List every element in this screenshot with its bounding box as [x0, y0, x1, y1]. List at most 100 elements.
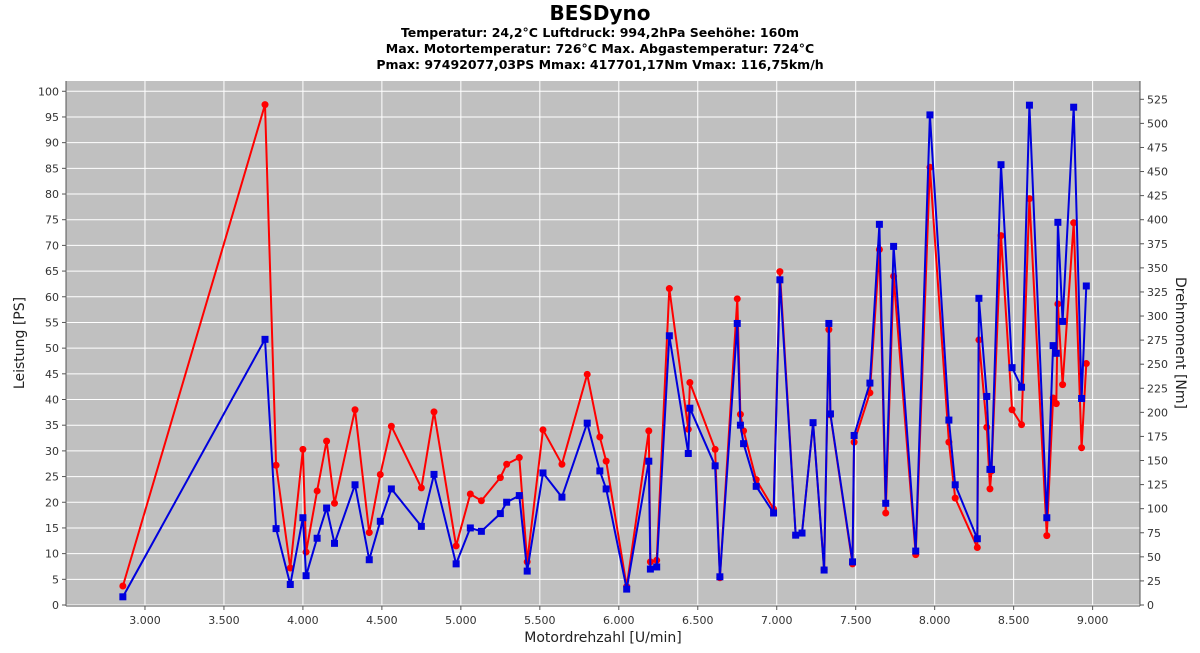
power-point	[645, 427, 653, 435]
power-point	[1052, 400, 1060, 408]
y-tick-label-right: 325	[1147, 286, 1168, 299]
torque-point	[430, 470, 438, 478]
power-point	[417, 484, 425, 492]
power-point	[596, 433, 604, 441]
power-point	[1059, 381, 1067, 389]
torque-point	[376, 517, 384, 525]
torque-point	[684, 449, 692, 457]
torque-point	[452, 560, 460, 568]
power-point	[286, 564, 294, 572]
y-tick-label-left: 90	[45, 137, 59, 150]
torque-point	[623, 585, 631, 593]
y-tick-label-left: 95	[45, 111, 59, 124]
torque-point	[1008, 364, 1016, 372]
y-tick-label-left: 35	[45, 419, 59, 432]
x-tick-label: 5.000	[445, 614, 477, 627]
torque-point	[752, 482, 760, 490]
power-point	[665, 285, 673, 293]
torque-point	[477, 527, 485, 535]
x-tick-label: 9.000	[1077, 614, 1109, 627]
torque-point	[849, 558, 857, 566]
torque-point	[387, 485, 395, 493]
torque-point	[286, 580, 294, 588]
power-point	[1018, 421, 1026, 429]
torque-point	[653, 563, 661, 571]
y-tick-label-right: 175	[1147, 430, 1168, 443]
y-tick-label-right: 100	[1147, 503, 1168, 516]
torque-point	[826, 410, 834, 418]
y-tick-label-left: 85	[45, 162, 59, 175]
power-point	[323, 437, 331, 445]
y-axis-label-right: Drehmoment [Nm]	[1172, 277, 1188, 409]
power-point	[430, 408, 438, 416]
x-tick-label: 3.000	[129, 614, 161, 627]
torque-point	[645, 457, 653, 465]
torque-point	[983, 392, 991, 400]
torque-point	[583, 419, 591, 427]
torque-point	[1025, 101, 1033, 109]
y-tick-label-left: 25	[45, 471, 59, 484]
torque-point	[299, 514, 307, 522]
y-tick-label-right: 75	[1147, 527, 1161, 540]
torque-point	[951, 481, 959, 489]
power-point	[1082, 360, 1090, 368]
y-tick-label-right: 125	[1147, 479, 1168, 492]
torque-point	[740, 440, 748, 448]
y-tick-label-left: 40	[45, 394, 59, 407]
power-point	[602, 457, 610, 465]
power-point	[365, 529, 373, 537]
x-tick-label: 3.500	[208, 614, 240, 627]
torque-point	[365, 556, 373, 564]
power-point	[1043, 532, 1051, 540]
torque-point	[1059, 317, 1067, 325]
y-tick-label-left: 70	[45, 239, 59, 252]
y-tick-label-left: 5	[52, 573, 59, 586]
power-point	[331, 499, 338, 507]
torque-point	[417, 522, 425, 530]
y-tick-label-right: 275	[1147, 334, 1168, 347]
y-tick-label-left: 20	[45, 496, 59, 509]
torque-point	[1082, 282, 1090, 290]
torque-point	[866, 379, 874, 387]
power-point	[558, 460, 566, 468]
y-tick-label-right: 525	[1147, 93, 1168, 106]
y-tick-label-left: 15	[45, 522, 59, 535]
power-point	[376, 471, 384, 479]
torque-point	[1049, 342, 1057, 350]
torque-point	[1054, 218, 1062, 226]
power-point	[583, 370, 591, 378]
power-point	[119, 582, 127, 590]
power-point	[973, 543, 981, 551]
power-point	[496, 474, 504, 482]
y-tick-label-left: 50	[45, 342, 59, 355]
torque-point	[596, 467, 604, 475]
torque-point	[539, 469, 547, 477]
power-point	[302, 548, 310, 556]
torque-point	[875, 220, 883, 228]
chart-titles: BESDyno Temperatur: 24,2°C Luftdruck: 99…	[0, 0, 1200, 73]
y-tick-label-right: 0	[1147, 599, 1154, 612]
torque-point	[272, 525, 280, 533]
torque-point	[711, 462, 719, 470]
y-tick-label-left: 45	[45, 368, 59, 381]
power-point	[539, 426, 547, 434]
torque-point	[736, 421, 744, 429]
x-tick-label: 7.000	[761, 614, 793, 627]
torque-point	[988, 465, 996, 473]
torque-point	[973, 535, 981, 543]
power-point	[776, 268, 784, 276]
torque-point	[523, 567, 531, 575]
y-tick-label-left: 80	[45, 188, 59, 201]
torque-point	[496, 510, 504, 518]
tick-labels: 3.000 3.500 4.000 4.500 5.000 5.500 6.000 6.500…	[38, 85, 1168, 627]
y-tick-label-right: 250	[1147, 358, 1168, 371]
power-point	[686, 379, 694, 387]
torque-point	[792, 531, 800, 539]
subtitle-conditions: Temperatur: 24,2°C Luftdruck: 994,2hPa S…	[400, 25, 800, 40]
power-point	[733, 295, 741, 303]
torque-point	[646, 565, 654, 573]
power-point	[986, 485, 994, 493]
torque-point	[912, 547, 920, 555]
x-tick-label: 6.500	[682, 614, 714, 627]
